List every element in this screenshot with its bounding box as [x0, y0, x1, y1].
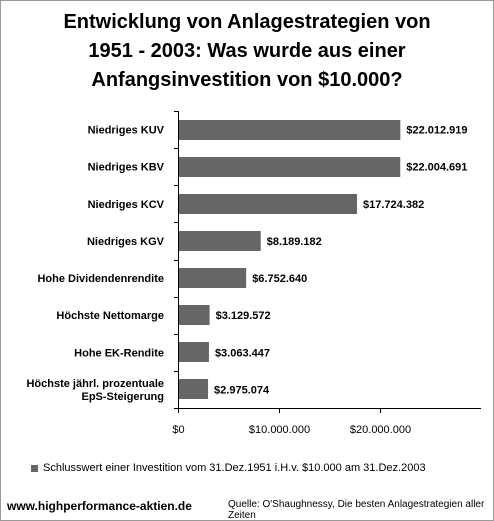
category-label: Höchste Nettomarge — [56, 310, 164, 322]
bar — [179, 120, 401, 140]
category-label: EpS-Steigerung — [81, 391, 164, 403]
data-label: $8.189.182 — [267, 236, 322, 248]
category-label: Niedriges KGV — [87, 236, 165, 248]
category-label: Hohe EK-Rendite — [74, 347, 164, 359]
bar — [179, 379, 209, 399]
data-label: $22.012.919 — [406, 125, 467, 137]
category-label: Hohe Dividendenrendite — [37, 273, 164, 285]
bar — [179, 305, 210, 325]
bar — [179, 342, 209, 362]
bar — [179, 157, 401, 177]
data-label: $22.004.691 — [406, 162, 467, 174]
data-label: $2.975.074 — [214, 384, 270, 396]
chart-title: Entwicklung von Anlagestrategien von 195… — [63, 11, 431, 91]
legend: Schlusswert einer Investition vom 31.Dez… — [31, 462, 426, 474]
footer-source: Quelle: O'Shaughnessy, Die besten Anlage… — [228, 499, 485, 521]
x-tick-label: $0 — [172, 424, 184, 436]
data-label: $3.129.572 — [216, 310, 271, 322]
category-label: Niedriges KBV — [88, 162, 165, 174]
category-label: Niedriges KUV — [88, 125, 165, 137]
legend-swatch — [31, 464, 38, 472]
bar — [179, 231, 261, 251]
legend-label: Schlusswert einer Investition vom 31.Dez… — [43, 462, 426, 474]
bar — [179, 268, 247, 288]
data-label: $17.724.382 — [363, 199, 424, 211]
x-tick-label: $20.000.000 — [350, 424, 411, 436]
data-label: $6.752.640 — [252, 273, 307, 285]
bar — [179, 194, 358, 214]
footer-url: www.highperformance-aktien.de — [7, 499, 192, 513]
category-label: Höchste jährl. prozentuale — [26, 378, 164, 390]
data-label: $3.063.447 — [215, 347, 270, 359]
category-label: Niedriges KCV — [88, 199, 165, 211]
x-tick-label: $10.000.000 — [249, 424, 310, 436]
